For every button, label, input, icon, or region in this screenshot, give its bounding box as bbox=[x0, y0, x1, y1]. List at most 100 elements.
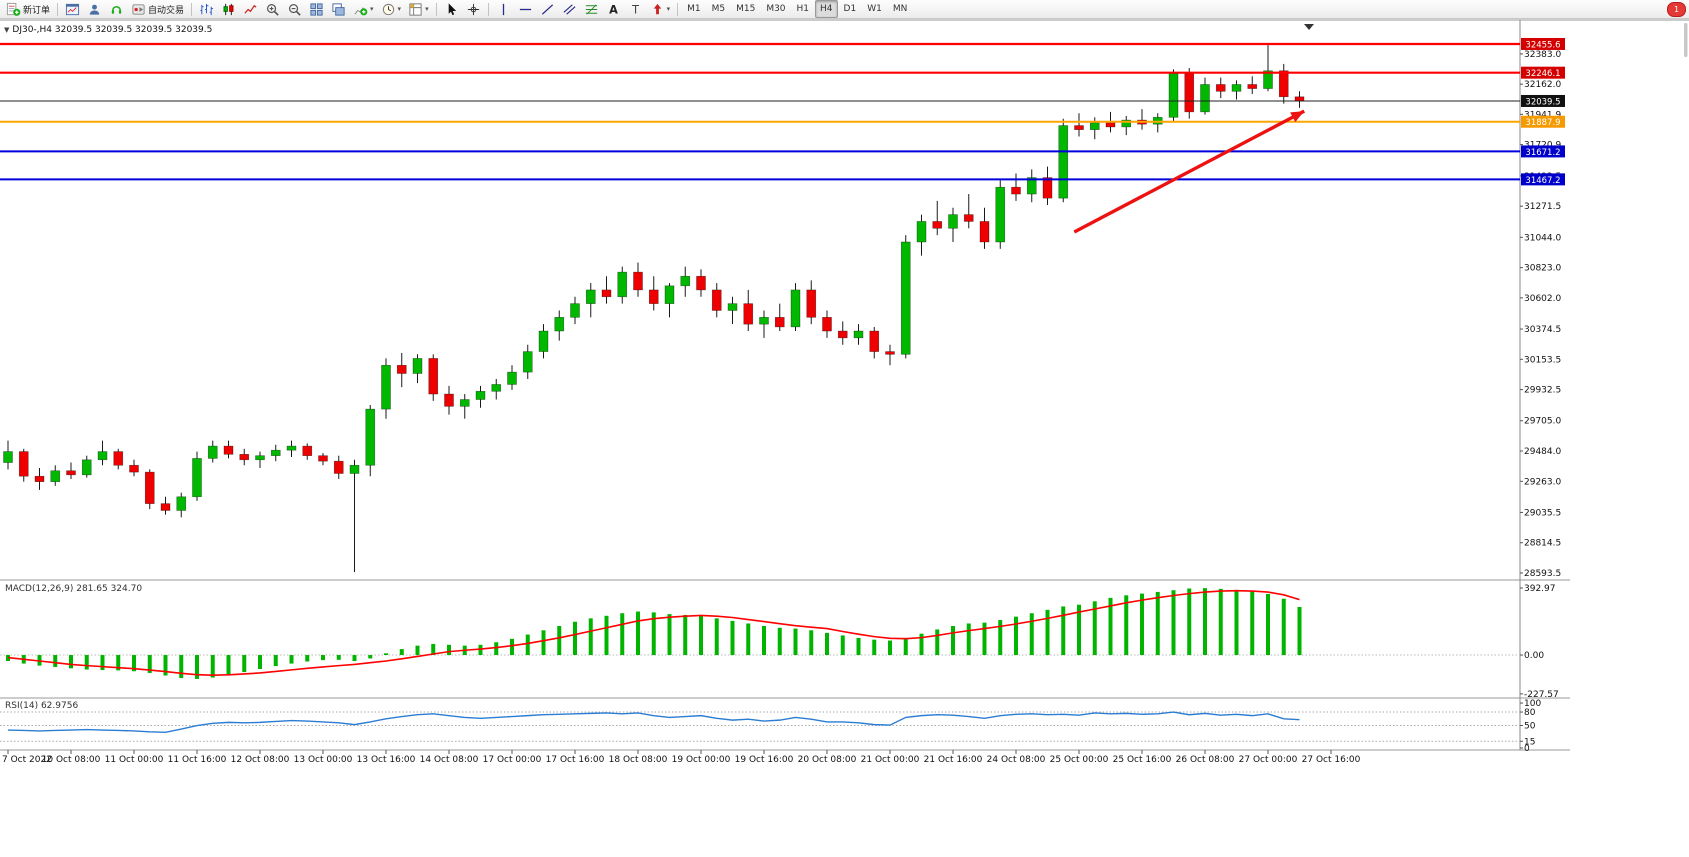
toolbar-button-vertical-line[interactable] bbox=[493, 0, 514, 18]
vertical-line-icon bbox=[502, 3, 504, 15]
timeframe-button-h1[interactable]: H1 bbox=[796, 4, 810, 14]
toolbar-button-bar-chart-mode[interactable] bbox=[196, 0, 217, 18]
svg-text:30602.0: 30602.0 bbox=[1524, 294, 1561, 304]
toolbar-button-cascade-windows[interactable] bbox=[328, 0, 349, 18]
toolbar-button-arrows[interactable]: ▾ bbox=[647, 0, 674, 18]
svg-text:11 Oct 00:00: 11 Oct 00:00 bbox=[105, 755, 164, 765]
svg-text:25 Oct 00:00: 25 Oct 00:00 bbox=[1050, 755, 1109, 765]
toolbar-button-market-watch[interactable] bbox=[84, 0, 105, 18]
svg-text:32162.0: 32162.0 bbox=[1524, 80, 1561, 90]
svg-text:17 Oct 16:00: 17 Oct 16:00 bbox=[546, 755, 605, 765]
candles-layer[interactable] bbox=[3, 44, 1305, 573]
chart-window-icon bbox=[65, 3, 80, 15]
timeframe-button-m15[interactable]: M15 bbox=[736, 4, 756, 14]
chart-shift-marker[interactable] bbox=[1304, 24, 1314, 30]
profile-icon bbox=[89, 4, 100, 15]
toolbar-button-label: 新订单 bbox=[23, 5, 51, 16]
svg-text:12 Oct 08:00: 12 Oct 08:00 bbox=[231, 755, 290, 765]
toolbar-button-indicators[interactable]: ▾ bbox=[350, 0, 377, 18]
toolbar-button-equidistant-channel[interactable] bbox=[559, 0, 580, 18]
svg-text:24 Oct 08:00: 24 Oct 08:00 bbox=[987, 755, 1046, 765]
macd-pane[interactable]: 392.97 0.00 -227.57 bbox=[0, 584, 1559, 700]
price-tag-32039.5: 32039.5 bbox=[1521, 94, 1565, 107]
horizontal-line-icon bbox=[519, 8, 531, 10]
toolbar-button-line-chart-mode[interactable] bbox=[240, 0, 261, 18]
line-chart-icon bbox=[244, 4, 257, 14]
periods-icon bbox=[382, 3, 394, 15]
timeframe-button-mn[interactable]: MN bbox=[892, 4, 908, 14]
svg-text:27 Oct 00:00: 27 Oct 00:00 bbox=[1239, 755, 1298, 765]
indicators-icon bbox=[354, 6, 368, 15]
svg-text:11 Oct 16:00: 11 Oct 16:00 bbox=[168, 755, 227, 765]
timeframe-button-w1[interactable]: W1 bbox=[867, 4, 882, 14]
price-tag-31671.2: 31671.2 bbox=[1521, 145, 1565, 158]
svg-text:29035.5: 29035.5 bbox=[1524, 508, 1561, 518]
timeframe-button-m1[interactable]: M1 bbox=[687, 4, 701, 14]
toolbar-button-cursor[interactable] bbox=[441, 0, 462, 18]
svg-text:31671.2: 31671.2 bbox=[1525, 148, 1560, 158]
toolbar-button-zoom-out[interactable] bbox=[284, 0, 305, 18]
svg-text:29932.5: 29932.5 bbox=[1524, 386, 1561, 396]
trend-arrow[interactable] bbox=[1073, 109, 1306, 234]
toolbar-button-text-label[interactable]: T bbox=[625, 0, 646, 18]
arrows-icon bbox=[653, 3, 661, 14]
svg-text:20 Oct 08:00: 20 Oct 08:00 bbox=[798, 755, 857, 765]
timeframe-button-d1[interactable]: D1 bbox=[843, 4, 857, 14]
timeframe-button-m5[interactable]: M5 bbox=[711, 4, 726, 14]
svg-text:32383.0: 32383.0 bbox=[1524, 50, 1561, 60]
price-axis[interactable]: 32383.032162.031941.931720.931492.531271… bbox=[1520, 37, 1565, 579]
timeframe-button-m30[interactable]: M30 bbox=[766, 4, 786, 14]
macd-indicator-label: MACD(12,26,9) 281.65 324.70 bbox=[5, 584, 143, 594]
svg-text:7 Oct 2022: 7 Oct 2022 bbox=[2, 755, 52, 765]
toolbar-button-zoom-in[interactable] bbox=[262, 0, 283, 18]
text-icon: A bbox=[609, 3, 618, 16]
toolbar-button-data-window[interactable] bbox=[106, 0, 127, 18]
toolbar-button-fibonacci[interactable] bbox=[581, 0, 602, 18]
cursor-icon bbox=[448, 2, 456, 15]
rsi-indicator-label: RSI(14) 62.9756 bbox=[5, 701, 79, 711]
toolbar: 新订单 自动交易 ▾ ▾ ▾ A T ▾ M1 M5 M15 M30 H1 H4 D1 W1 MN 1 bbox=[0, 0, 1689, 19]
svg-text:32455.6: 32455.6 bbox=[1525, 40, 1560, 50]
toolbar-button-autotrading[interactable]: 自动交易 bbox=[128, 0, 187, 18]
vertical-scrollbar[interactable] bbox=[1684, 23, 1688, 57]
svg-text:21 Oct 16:00: 21 Oct 16:00 bbox=[924, 755, 983, 765]
toolbar-button-periods[interactable]: ▾ bbox=[378, 0, 405, 18]
notification-badge[interactable]: 1 bbox=[1667, 1, 1686, 17]
label-icon: T bbox=[631, 3, 639, 16]
svg-text:80: 80 bbox=[1524, 708, 1536, 718]
svg-text:0: 0 bbox=[1524, 744, 1530, 754]
one-click-trading-icon[interactable]: ▼ bbox=[4, 26, 10, 34]
svg-text:31887.9: 31887.9 bbox=[1525, 118, 1560, 128]
toolbar-separator bbox=[191, 2, 193, 16]
toolbar-button-new-order[interactable]: 新订单 bbox=[3, 0, 53, 18]
svg-text:18 Oct 08:00: 18 Oct 08:00 bbox=[609, 755, 668, 765]
svg-text:29705.0: 29705.0 bbox=[1524, 417, 1561, 427]
toolbar-button-trendline[interactable] bbox=[537, 0, 558, 18]
toolbar-button-candlestick-mode[interactable] bbox=[218, 0, 239, 18]
toolbar-separator bbox=[435, 2, 437, 16]
toolbar-button-horizontal-line[interactable] bbox=[515, 0, 536, 18]
timeframe-button-h4[interactable]: H4 bbox=[815, 0, 838, 18]
svg-text:27 Oct 16:00: 27 Oct 16:00 bbox=[1302, 755, 1361, 765]
new-order-icon bbox=[6, 2, 21, 16]
toolbar-button-text[interactable]: A bbox=[603, 0, 624, 18]
bar-chart-icon bbox=[200, 3, 214, 15]
channel-icon bbox=[563, 3, 576, 15]
toolbar-button-charts-window[interactable] bbox=[62, 0, 83, 18]
toolbar-button-templates[interactable]: ▾ bbox=[405, 0, 432, 18]
horizontal-lines[interactable] bbox=[0, 42, 1520, 181]
dropdown-caret-icon: ▾ bbox=[666, 4, 671, 13]
svg-text:32246.1: 32246.1 bbox=[1525, 69, 1560, 79]
toolbar-button-crosshair[interactable] bbox=[463, 0, 484, 18]
svg-text:A: A bbox=[609, 3, 618, 16]
svg-text:13 Oct 16:00: 13 Oct 16:00 bbox=[357, 755, 416, 765]
toolbar-button-tile-windows[interactable] bbox=[306, 0, 327, 18]
svg-text:29263.0: 29263.0 bbox=[1524, 477, 1561, 487]
tile-windows-icon bbox=[310, 2, 323, 16]
svg-text:17 Oct 00:00: 17 Oct 00:00 bbox=[483, 755, 542, 765]
chart-header: ▼ DJ30-,H4 32039.5 32039.5 32039.5 32039… bbox=[4, 25, 212, 35]
